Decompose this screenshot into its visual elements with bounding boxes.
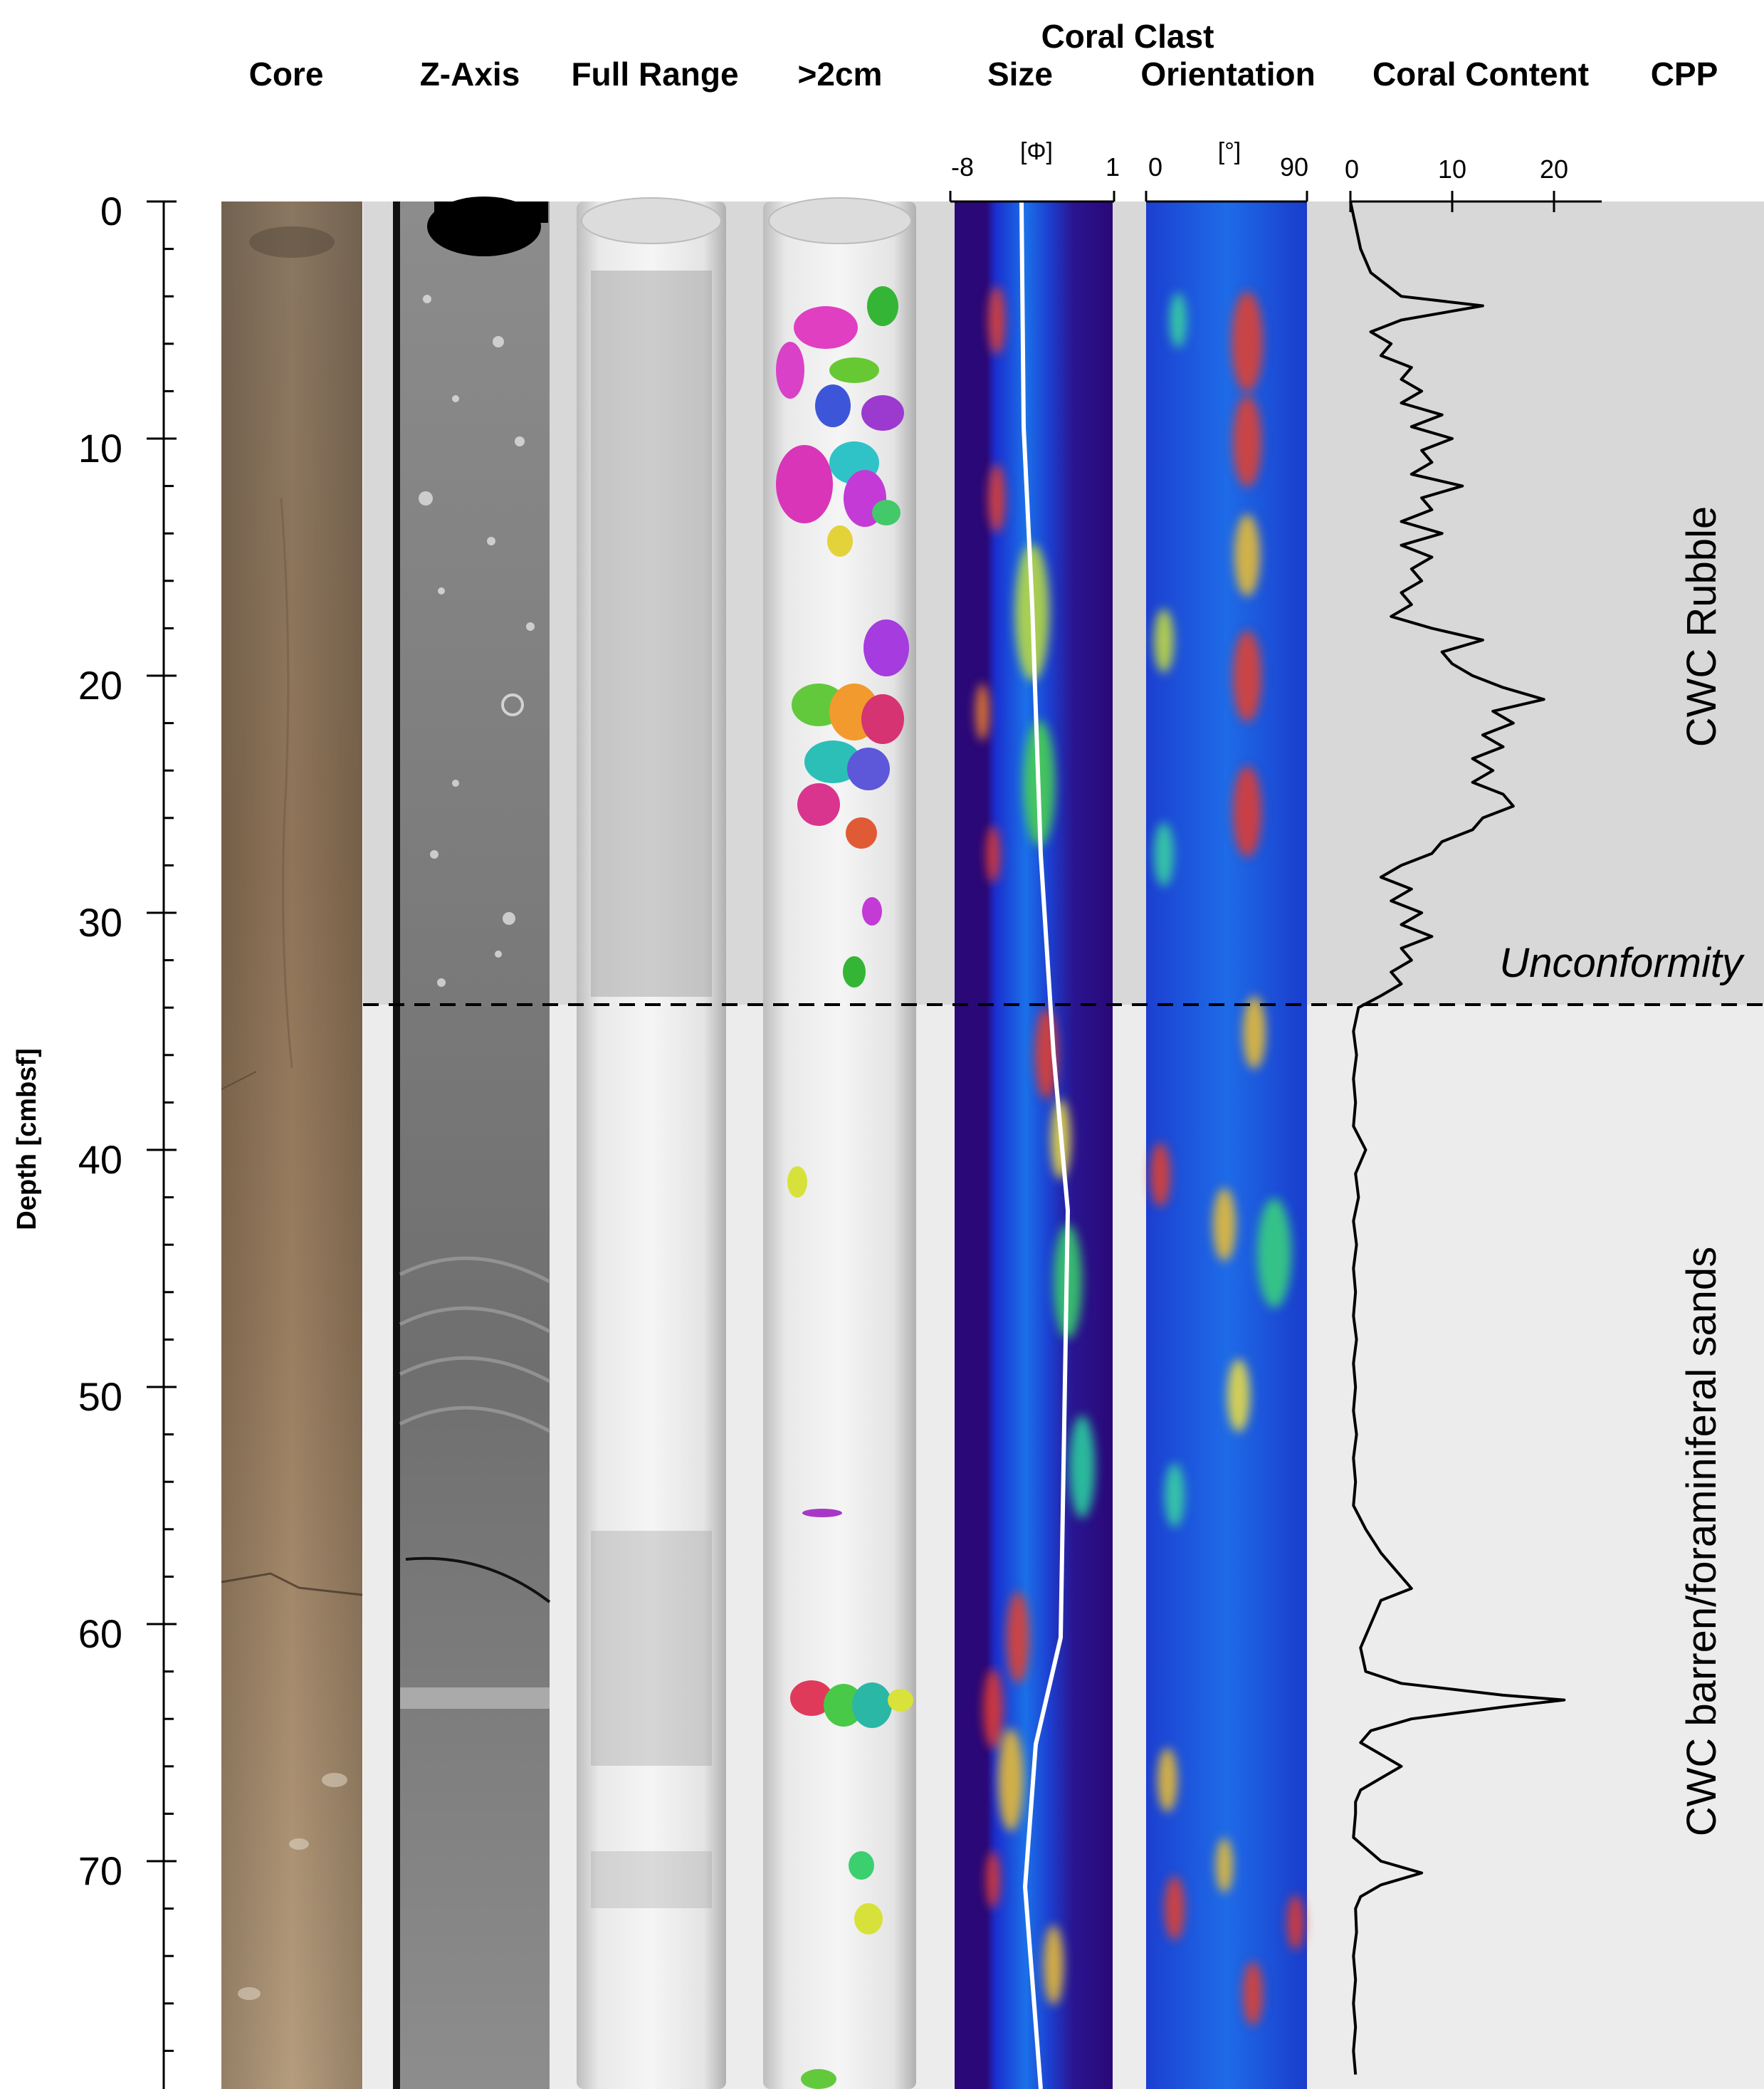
size-heatmap-blob bbox=[975, 684, 989, 740]
depth-axis: 0 10 20 30 40 50 60 70 Depth [cmbsf] bbox=[12, 189, 177, 2089]
orientation-heatmap-blob bbox=[1165, 1876, 1185, 1940]
size-heatmap-blob bbox=[988, 286, 1005, 355]
header-z-axis: Z-Axis bbox=[420, 56, 520, 93]
coral-content-axis: 0 10 20 bbox=[1345, 155, 1602, 212]
size-heatmap-blob bbox=[1007, 1592, 1029, 1683]
depth-tick-label-30: 30 bbox=[78, 900, 122, 945]
depth-tick-label-20: 20 bbox=[78, 663, 122, 708]
header-core: Core bbox=[249, 56, 324, 93]
size-heatmap-blob bbox=[983, 1669, 1003, 1749]
orientation-heatmap-blob bbox=[1232, 291, 1263, 392]
size-heatmap: -8 1 [Φ] bbox=[949, 138, 1120, 2089]
depth-tick-label-70: 70 bbox=[78, 1848, 122, 1893]
depth-tick-label-40: 40 bbox=[78, 1137, 122, 1182]
orientation-heatmap-blob bbox=[1257, 1198, 1291, 1308]
orientation-heatmap-blob bbox=[1233, 396, 1261, 487]
header-full-range: Full Range bbox=[571, 56, 738, 93]
size-heatmap-blob bbox=[1069, 1415, 1095, 1518]
depth-axis-label: Depth [cmbsf] bbox=[12, 1048, 42, 1230]
orientation-heatmap-blob bbox=[1287, 1895, 1304, 1950]
size-heatmap-blob bbox=[986, 1851, 1000, 1908]
clast-cluster-upper bbox=[776, 286, 904, 557]
depth-tick-label-0: 0 bbox=[100, 189, 122, 234]
unconformity-label: Unconformity bbox=[1499, 940, 1745, 986]
header-size: Size bbox=[987, 56, 1053, 93]
orientation-heatmap-blob bbox=[1233, 631, 1261, 722]
orientation-heatmap-blob bbox=[1154, 609, 1174, 673]
orientation-heatmap-blob bbox=[1150, 1143, 1170, 1207]
orientation-heatmap-blob bbox=[1165, 1463, 1185, 1527]
depth-tick-label-10: 10 bbox=[78, 426, 122, 471]
size-mean-line bbox=[1019, 201, 1071, 2089]
size-axis-min: -8 bbox=[951, 152, 974, 182]
depth-tick-label-60: 60 bbox=[78, 1611, 122, 1656]
ct-scan bbox=[393, 197, 551, 2089]
size-heatmap-blob bbox=[986, 826, 1000, 883]
clast-single-1 bbox=[787, 1166, 807, 1198]
core-photo bbox=[221, 201, 363, 2089]
orientation-heatmap-blob bbox=[1216, 1838, 1233, 1893]
full-range-render bbox=[577, 197, 726, 2089]
coral-content-curve bbox=[1349, 201, 1566, 2075]
orientation-heatmap-blob bbox=[1243, 995, 1266, 1069]
orientation-heatmap-blob bbox=[1227, 1358, 1250, 1433]
unit-label-lower: CWC barren/foraminiferal sands bbox=[1679, 1247, 1725, 1836]
clast-render bbox=[763, 197, 916, 2089]
unit-label-upper: CWC Rubble bbox=[1679, 506, 1725, 747]
clast-cluster-lower bbox=[790, 1680, 913, 2089]
content-tick-20: 20 bbox=[1540, 155, 1568, 184]
size-heatmap-blob bbox=[988, 464, 1005, 533]
orientation-heatmap-blob bbox=[1234, 514, 1260, 597]
orientation-heatmap: 0 90 [°] bbox=[1145, 138, 1308, 2089]
depth-ticks bbox=[147, 200, 177, 2052]
orientation-axis-min: 0 bbox=[1148, 152, 1162, 182]
header-coral-content: Coral Content bbox=[1372, 56, 1589, 93]
content-tick-10: 10 bbox=[1438, 155, 1466, 184]
header-coral-clast: Coral Clast bbox=[1041, 18, 1214, 55]
orientation-heatmap-blob bbox=[1213, 1188, 1236, 1262]
header-cpp: CPP bbox=[1651, 56, 1718, 93]
depth-tick-label-50: 50 bbox=[78, 1374, 122, 1419]
size-heatmap-blob bbox=[1044, 1925, 1064, 2005]
orientation-axis-unit: [°] bbox=[1218, 138, 1241, 165]
orientation-heatmap-blob bbox=[1243, 1962, 1263, 2026]
clast-cluster-middle bbox=[792, 619, 909, 988]
clast-single-2 bbox=[802, 1509, 842, 1517]
header-orientation: Orientation bbox=[1140, 56, 1315, 93]
orientation-heatmap-blob bbox=[1233, 766, 1261, 857]
orientation-heatmap-blob bbox=[1154, 822, 1174, 886]
size-axis-unit: [Φ] bbox=[1020, 138, 1053, 165]
orientation-heatmap-blob bbox=[1170, 293, 1187, 348]
orientation-heatmap-blob bbox=[1157, 1748, 1177, 1812]
orientation-axis-max: 90 bbox=[1280, 152, 1308, 182]
size-heatmap-blob bbox=[998, 1729, 1024, 1831]
content-tick-0: 0 bbox=[1345, 155, 1359, 184]
size-axis-max: 1 bbox=[1106, 152, 1120, 182]
header-gt2cm: >2cm bbox=[798, 56, 883, 93]
